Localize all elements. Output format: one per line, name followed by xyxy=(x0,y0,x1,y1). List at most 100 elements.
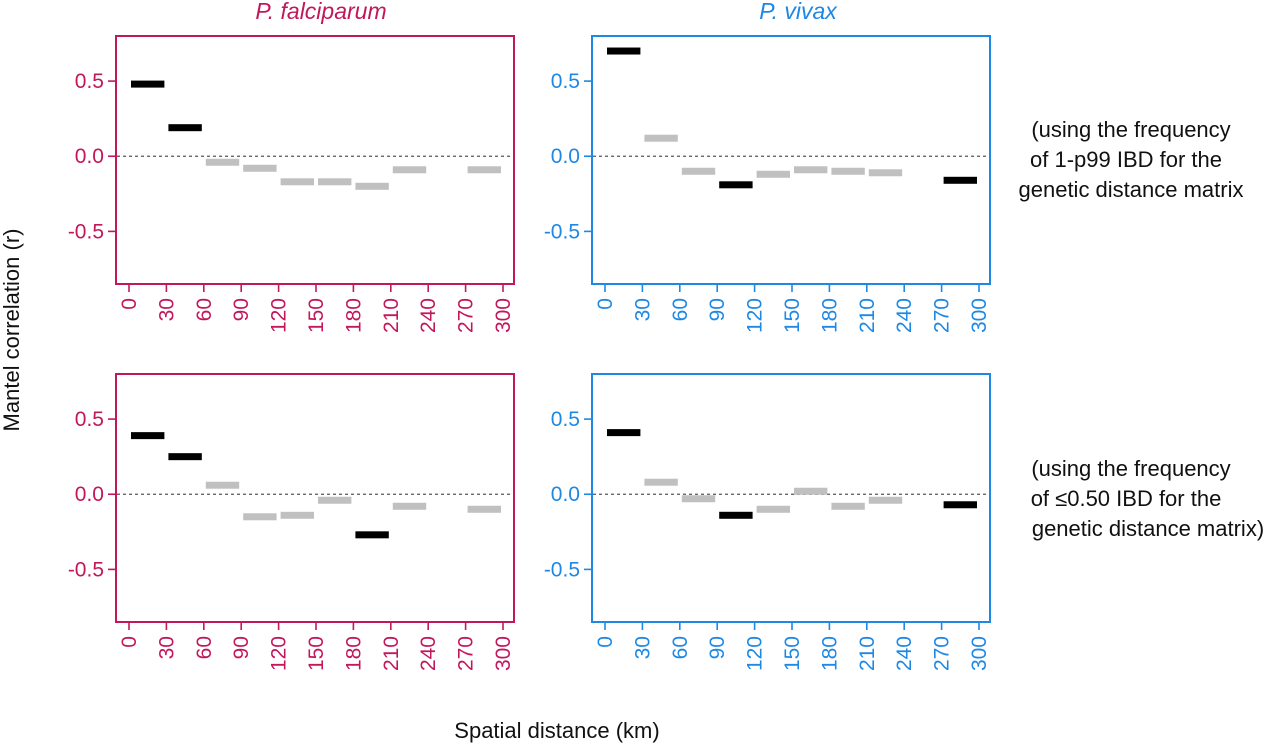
x-tick-label: 60 xyxy=(193,298,216,321)
correlation-bar-nonsignificant xyxy=(392,502,427,510)
note-line: (using the frequency xyxy=(1031,456,1230,481)
x-tick-label: 120 xyxy=(268,636,291,671)
x-tick-label: 60 xyxy=(669,636,692,659)
correlation-bar-nonsignificant xyxy=(831,502,865,510)
correlation-bar-nonsignificant xyxy=(756,170,790,178)
correlation-bar-nonsignificant xyxy=(318,178,352,186)
y-tick-label: 0.0 xyxy=(551,483,580,506)
correlation-bar-significant xyxy=(168,124,202,132)
x-tick-label: 210 xyxy=(856,298,879,333)
note-line: genetic distance matrix) xyxy=(1032,516,1264,541)
x-tick-label: 270 xyxy=(455,298,478,333)
x-tick-label: 300 xyxy=(492,298,515,333)
x-tick-label: 0 xyxy=(594,298,617,310)
x-tick-label: 240 xyxy=(417,636,440,671)
y-tick-label: 0.5 xyxy=(75,408,104,431)
panel-vivax-050: 0.5 0.0 -0.5 0 30 60 90 120 150 180 210 240 270 300 xyxy=(544,373,991,671)
x-tick-label: 0 xyxy=(118,298,141,310)
correlation-bar-significant xyxy=(943,176,977,184)
y-tick-label: 0.5 xyxy=(551,70,580,93)
x-tick-label: 120 xyxy=(268,298,291,333)
x-tick-label: 30 xyxy=(631,298,654,321)
y-axis-title: Mantel correlation (r) xyxy=(0,229,24,432)
correlation-bar-significant xyxy=(719,181,753,189)
x-tick-label: 90 xyxy=(230,298,253,321)
y-tick-label: 0.5 xyxy=(75,70,104,93)
x-tick-label: 0 xyxy=(118,636,141,648)
column-title-vivax: P. vivax xyxy=(759,0,838,24)
note-line: of ≤0.50 IBD for the xyxy=(1031,486,1222,511)
x-tick-label: 30 xyxy=(631,636,654,659)
correlation-bar-nonsignificant xyxy=(205,158,240,166)
x-tick-label: 150 xyxy=(305,298,328,333)
correlation-bar-nonsignificant xyxy=(205,481,240,489)
x-tick-label: 210 xyxy=(380,636,403,671)
x-tick-label: 150 xyxy=(781,636,804,671)
x-tick-label: 180 xyxy=(818,298,841,333)
x-tick-label: 270 xyxy=(931,636,954,671)
note-line: genetic distance matrix xyxy=(1019,177,1244,202)
correlation-bar-nonsignificant xyxy=(831,167,865,175)
panel-falciparum-050: 0.5 0.0 -0.5 0 30 60 90 120 150 180 210 240 270 300 xyxy=(68,373,515,671)
x-tick-label: 210 xyxy=(856,636,879,671)
correlation-bar-nonsignificant xyxy=(355,182,389,190)
x-tick-label: 240 xyxy=(417,298,440,333)
y-tick-label: -0.5 xyxy=(544,558,580,581)
correlation-bar-nonsignificant xyxy=(681,495,716,503)
panel-vivax-1-p99: 0.5 0.0 -0.5 0 30 60 90 120 150 180 210 240 270 300 xyxy=(544,35,991,333)
x-tick-label: 300 xyxy=(492,636,515,671)
x-tick-label: 150 xyxy=(305,636,328,671)
y-tick-label: 0.0 xyxy=(75,145,104,168)
x-tick-label: 180 xyxy=(818,636,841,671)
correlation-bar-significant xyxy=(355,531,389,539)
plot-frame xyxy=(115,35,515,285)
y-tick-label: 0.0 xyxy=(75,483,104,506)
correlation-bar-significant xyxy=(131,432,165,440)
x-tick-label: 300 xyxy=(968,298,991,333)
column-title-falciparum: P. falciparum xyxy=(255,0,386,24)
correlation-bar-nonsignificant xyxy=(243,164,277,172)
x-tick-label: 30 xyxy=(155,298,178,321)
correlation-bar-nonsignificant xyxy=(318,496,352,504)
correlation-bar-nonsignificant xyxy=(794,487,828,495)
correlation-bar-nonsignificant xyxy=(280,178,314,186)
x-tick-label: 210 xyxy=(380,298,403,333)
correlation-bar-nonsignificant xyxy=(243,513,277,521)
note-row-2: (using the frequency of ≤0.50 IBD for th… xyxy=(1031,456,1264,541)
note-row-1: (using the frequency of 1-p99 IBD for th… xyxy=(1019,117,1244,202)
correlation-bar-nonsignificant xyxy=(467,505,501,513)
x-tick-label: 90 xyxy=(230,636,253,659)
x-tick-label: 300 xyxy=(968,636,991,671)
correlation-bar-nonsignificant xyxy=(280,511,314,519)
y-tick-label: -0.5 xyxy=(68,220,104,243)
correlation-bar-nonsignificant xyxy=(868,169,903,177)
correlation-bar-nonsignificant xyxy=(467,166,501,174)
correlation-bar-significant xyxy=(943,501,977,509)
y-tick-label: -0.5 xyxy=(68,558,104,581)
correlation-bar-nonsignificant xyxy=(756,505,790,513)
x-tick-label: 150 xyxy=(781,298,804,333)
x-tick-label: 60 xyxy=(193,636,216,659)
x-tick-label: 270 xyxy=(455,636,478,671)
x-tick-label: 240 xyxy=(893,636,916,671)
x-tick-label: 0 xyxy=(594,636,617,648)
x-tick-label: 240 xyxy=(893,298,916,333)
x-axis-title: Spatial distance (km) xyxy=(454,718,659,743)
x-tick-label: 120 xyxy=(744,298,767,333)
x-tick-label: 180 xyxy=(342,636,365,671)
y-tick-label: 0.0 xyxy=(551,145,580,168)
x-tick-label: 90 xyxy=(706,636,729,659)
x-tick-label: 120 xyxy=(744,636,767,671)
x-tick-label: 180 xyxy=(342,298,365,333)
correlation-bar-nonsignificant xyxy=(644,134,678,142)
plot-frame xyxy=(115,373,515,623)
correlation-bar-nonsignificant xyxy=(794,166,828,174)
correlation-bar-nonsignificant xyxy=(392,166,427,174)
correlation-bar-significant xyxy=(719,511,753,519)
correlation-bar-significant xyxy=(607,429,641,437)
correlation-bar-nonsignificant xyxy=(644,478,678,486)
correlation-bar-significant xyxy=(607,47,641,55)
plot-frame xyxy=(591,373,991,623)
x-tick-label: 270 xyxy=(931,298,954,333)
